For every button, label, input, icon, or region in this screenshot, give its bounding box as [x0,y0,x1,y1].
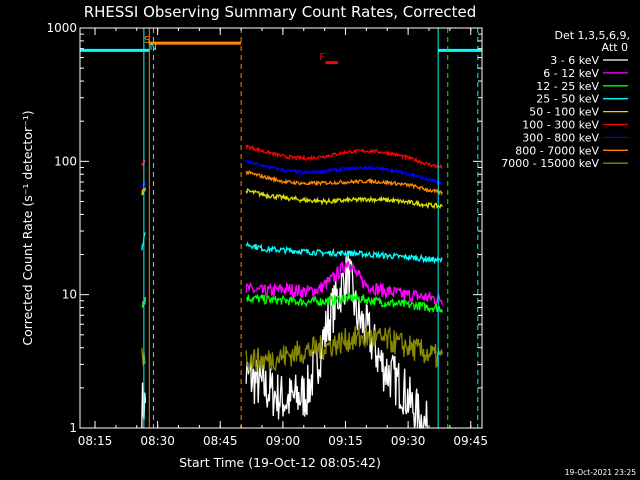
axis-layer: 08:15 08:30 08:45 09:00 09:15 09:30 09:45 1 10 10… [46,21,488,448]
x-tick-label-09-00: 09:00 [266,434,301,448]
legend-label-7000-15000-kev: 7000 - 15000 keV [501,157,599,170]
x-tick-label-08-15: 08:15 [78,434,113,448]
legend-label-100-300-kev: 100 - 300 keV [522,119,599,132]
x-axis-label: Start Time (19-Oct-12 08:05:42) [179,455,381,470]
legend-label-12-25-kev: 12 - 25 keV [536,80,599,93]
annotation-layer: SN F [80,28,482,428]
plot-frame [79,27,483,429]
legend-label-800-7000-kev: 800 - 7000 keV [515,144,599,157]
flag-label-f: F [319,52,325,63]
x-tick-label-08-45: 08:45 [203,434,238,448]
x-tick-label-09-45: 09:45 [453,434,488,448]
legend-label-25-50-kev: 25 - 50 keV [536,93,599,106]
legend-header-line-2: Att 0 [602,41,628,54]
y-tick-label-10: 10 [62,288,77,302]
legend-label-300-800-kev: 300 - 800 keV [522,131,599,144]
x-tick-label-09-15: 09:15 [328,434,363,448]
y-tick-label-1000: 1000 [46,21,77,35]
flag-label-n: N [149,42,156,53]
legend-header-line-1: Det 1,3,5,6,9, [554,29,630,42]
legend-label-6-12-kev: 6 - 12 keV [543,67,599,80]
legend-label-3-6-kev: 3 - 6 keV [550,54,599,67]
flag-label-s: S [144,35,150,46]
y-tick-label-100: 100 [54,154,77,168]
x-tick-label-09-30: 09:30 [391,434,426,448]
chart-title: RHESSI Observing Summary Count Rates, Co… [84,3,477,21]
legend-label-50-100-kev: 50 - 100 keV [529,106,599,119]
x-tick-label-08-30: 08:30 [140,434,175,448]
y-axis-label: Corrected Count Rate (s⁻¹ detector⁻¹) [20,110,35,345]
y-tick-label-1: 1 [69,421,77,435]
footer-timestamp: 19-Oct-2021 23:25 [565,468,636,477]
